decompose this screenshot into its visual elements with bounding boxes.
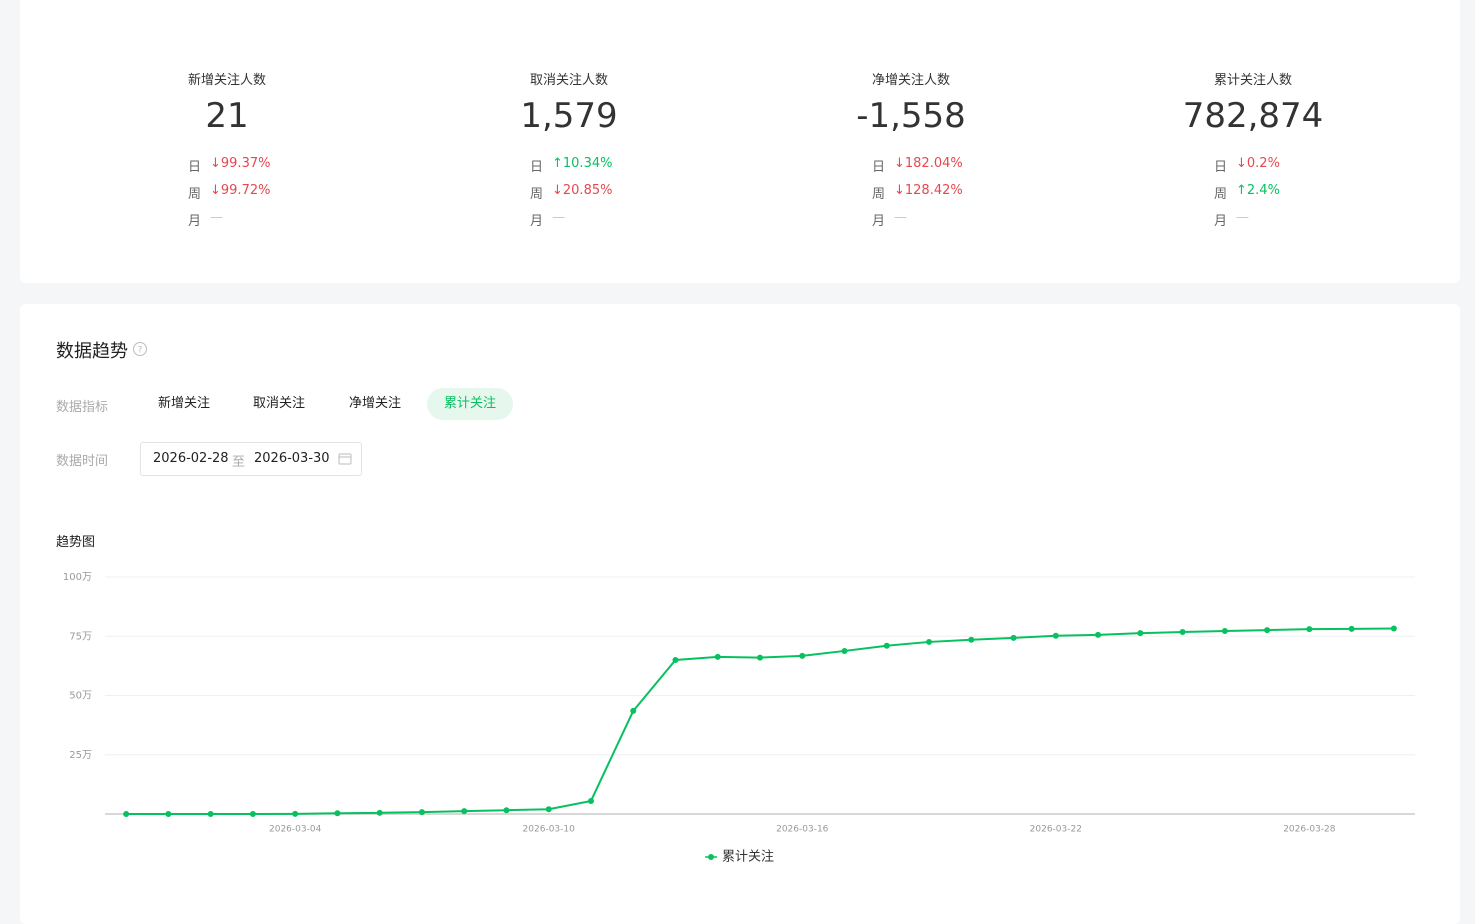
help-icon[interactable] <box>133 342 147 356</box>
help-icon-glyph: ? <box>138 346 143 356</box>
section-title: 数据趋势 <box>56 341 128 362</box>
data-point <box>503 807 510 814</box>
metric-tab[interactable]: 新增关注 <box>157 396 210 411</box>
stat-change: ↓99.37% <box>210 156 271 171</box>
data-point <box>1348 625 1355 632</box>
stat-title: 新增关注人数 <box>187 73 266 88</box>
stat-period: 日 <box>188 160 202 175</box>
data-point <box>587 797 594 804</box>
x-tick-label: 2026-03-04 <box>269 825 322 835</box>
stat-change: ↓182.04% <box>894 156 963 171</box>
data-point <box>1095 631 1102 638</box>
x-tick-label: 2026-03-16 <box>776 825 829 835</box>
y-tick-label: 100万 <box>63 572 92 583</box>
data-point <box>292 810 299 817</box>
data-point <box>1390 625 1397 632</box>
date-sep: 至 <box>232 455 246 470</box>
data-point <box>672 656 679 663</box>
data-point <box>249 811 256 817</box>
stat-change: ↓99.72% <box>210 183 271 198</box>
date-end: 2026-03-30 <box>254 451 330 466</box>
stat-change: — <box>894 210 907 225</box>
stat-change: — <box>210 210 223 225</box>
date-start: 2026-02-28 <box>153 451 229 466</box>
data-point <box>714 653 721 660</box>
stat-change: ↓0.2% <box>1236 156 1280 171</box>
time-label: 数据时间 <box>56 454 109 469</box>
y-tick-label: 50万 <box>69 691 92 702</box>
date-range[interactable] <box>140 442 362 476</box>
stat-period: 周 <box>188 187 202 202</box>
data-point <box>165 811 172 817</box>
data-point <box>883 642 890 649</box>
data-point <box>1010 634 1017 641</box>
data-point <box>1221 628 1228 635</box>
data-point <box>1137 630 1144 637</box>
stat-period: 日 <box>1214 160 1228 175</box>
stat-period: 日 <box>872 160 886 175</box>
stat-period: 月 <box>188 214 202 229</box>
stat-title: 取消关注人数 <box>529 73 608 88</box>
metric-tab[interactable]: 取消关注 <box>252 396 305 411</box>
data-point <box>461 808 468 815</box>
data-point <box>1179 628 1186 635</box>
stat-value: 21 <box>205 96 249 136</box>
metric-tab[interactable]: 累计关注 <box>427 388 513 420</box>
stat-change: ↓20.85% <box>552 183 613 198</box>
stat-change: — <box>1236 210 1249 225</box>
stat-change: ↑2.4% <box>1236 183 1280 198</box>
data-point <box>757 654 763 661</box>
stat-title: 累计关注人数 <box>1213 73 1292 88</box>
calendar-icon[interactable] <box>338 453 352 465</box>
data-point <box>545 806 552 813</box>
data-point <box>207 811 214 817</box>
stat-period: 日 <box>530 160 544 175</box>
metric-label: 数据指标 <box>56 400 109 415</box>
stats-card <box>20 0 1460 283</box>
stat-period: 周 <box>530 187 544 202</box>
stat-period: 月 <box>872 214 886 229</box>
stat-value: 1,579 <box>520 96 618 136</box>
x-tick-label: 2026-03-22 <box>1030 825 1082 835</box>
data-point <box>630 707 637 714</box>
stat-title: 净增关注人数 <box>871 73 950 88</box>
stat-value: 782,874 <box>1182 96 1324 136</box>
x-tick-label: 2026-03-28 <box>1283 825 1336 835</box>
stat-period: 周 <box>1214 187 1228 202</box>
stat-change: ↓128.42% <box>894 183 963 198</box>
data-point <box>841 647 848 654</box>
stat-period: 月 <box>530 214 544 229</box>
stat-change: — <box>552 210 565 225</box>
x-tick-label: 2026-03-10 <box>523 825 576 835</box>
data-point <box>123 811 130 817</box>
stat-period: 周 <box>872 187 886 202</box>
stat-period: 月 <box>1214 214 1228 229</box>
legend-marker <box>708 854 714 860</box>
data-point <box>418 809 425 816</box>
y-tick-label: 75万 <box>69 631 92 642</box>
data-point <box>1264 627 1271 634</box>
chart-title: 趋势图 <box>56 535 96 550</box>
y-tick-label: 25万 <box>69 750 92 761</box>
data-point <box>1306 626 1313 633</box>
trend-card <box>20 304 1460 924</box>
data-point <box>334 810 341 817</box>
data-point <box>376 809 383 816</box>
metric-tab[interactable]: 净增关注 <box>348 396 401 411</box>
data-point <box>926 638 933 645</box>
data-point <box>799 652 806 659</box>
stat-value: -1,558 <box>856 96 966 136</box>
stat-change: ↑10.34% <box>552 156 613 171</box>
data-point <box>1052 632 1059 639</box>
legend-label: 累计关注 <box>722 850 774 865</box>
data-point <box>968 636 975 643</box>
